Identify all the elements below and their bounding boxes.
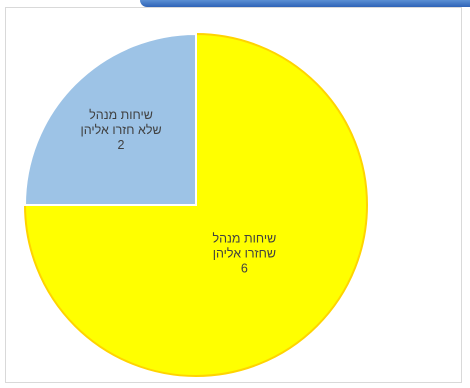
slice-category-label: שחזרו אליהן [213, 246, 276, 260]
pie-slice-1[interactable] [23, 32, 197, 206]
pie-slice-0[interactable] [23, 32, 368, 377]
slice-category-label: שיחות מנהל [213, 231, 277, 245]
slice-label-0: שיחות מנהל שחזרו אליהן 6 [213, 231, 277, 275]
slice-category-label: שלא חזרו אליהן [80, 123, 161, 137]
slice-value-label: 6 [241, 261, 248, 275]
slice-value-label: 2 [118, 138, 125, 152]
window-title-accent [140, 0, 470, 7]
slice-label-1: שיחות מנהל שלא חזרו אליהן 2 [80, 108, 161, 152]
slice-category-label: שיחות מנהל [89, 108, 153, 122]
